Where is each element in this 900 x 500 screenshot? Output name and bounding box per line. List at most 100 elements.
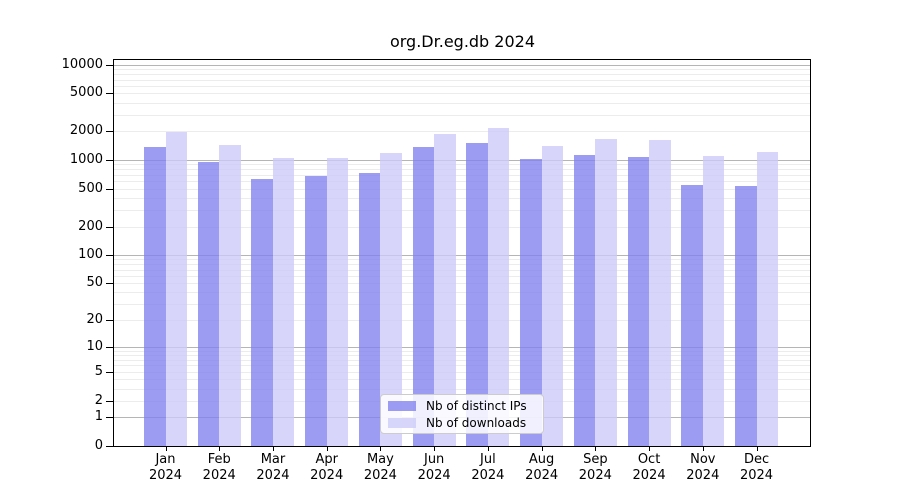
bar-downloads [326,158,349,446]
legend-item-downloads: Nb of downloads [388,414,538,431]
x-label-month: May [366,452,394,467]
y-axis-tick-label: 0 [94,438,103,453]
x-label-month: Feb [207,452,231,467]
y-axis-tick-label: 2000 [69,123,103,139]
x-axis-tick [272,446,274,451]
bar-downloads [165,131,187,446]
gridline-minor [114,379,811,381]
gridline-minor [114,292,811,294]
bar-downloads [380,152,402,446]
x-axis-tick-label: Aug 2024 [510,452,574,484]
gridline-minor [114,131,811,133]
gridline-minor [114,69,811,71]
x-axis-tick-label: Jul 2024 [456,452,520,484]
gridline-minor [114,85,811,87]
x-axis-tick-label: Feb 2024 [187,452,251,484]
x-axis-tick [165,446,167,451]
legend: Nb of distinct IPs Nb of downloads [380,394,544,434]
x-label-month: Mar [260,452,286,467]
y-axis-tick-label: 2 [94,392,103,408]
y-axis-tick-label: 100 [78,246,103,262]
bar-distinct-ips [412,147,435,446]
x-axis-tick-label: Apr 2024 [295,452,359,484]
gridline-major [114,254,811,256]
gridline-minor [114,303,811,305]
y-axis-tick-label: 20 [86,311,103,327]
gridline-minor [114,275,811,277]
x-axis-tick [541,446,543,451]
gridline-minor [114,283,811,285]
bar-distinct-ips [197,161,220,446]
bar-downloads [756,151,779,446]
y-axis-tick [106,188,113,190]
gridline-minor [114,74,811,76]
y-axis-tick [106,160,113,162]
y-axis-tick [106,283,113,285]
legend-label-downloads: Nb of downloads [426,415,527,430]
x-label-month: Nov [690,452,716,467]
bar-distinct-ips [735,185,757,446]
x-label-year: 2024 [525,468,559,483]
bar-downloads [702,156,725,446]
x-axis-tick-label: Sep 2024 [563,452,627,484]
bar-distinct-ips [144,147,166,446]
x-label-year: 2024 [578,468,612,483]
x-label-year: 2024 [148,468,183,483]
x-label-year: 2024 [632,468,666,483]
y-axis-tick [106,319,113,321]
gridline-minor [114,226,811,228]
gridline-minor [114,188,811,190]
x-axis-tick [219,446,221,451]
bar-downloads [541,146,564,446]
y-axis-tick [106,226,113,228]
gridline-minor [114,269,811,271]
y-axis-tick-label: 10000 [61,56,103,72]
gridline-minor [114,169,811,171]
x-axis-tick-label: Jun 2024 [402,452,466,484]
gridline-minor [114,174,811,176]
gridline-minor [114,114,811,116]
gridline-minor [114,371,811,373]
x-axis-tick-label: Dec 2024 [725,452,789,484]
x-label-month: Aug [528,452,555,467]
x-axis-tick [434,446,436,451]
x-label-month: Jul [480,452,496,467]
bar-downloads [434,133,456,446]
x-label-year: 2024 [739,468,774,483]
bar-downloads [219,144,241,446]
x-label-year: 2024 [363,468,397,483]
y-axis-tick [106,417,113,419]
bar-downloads [487,128,510,446]
x-label-year: 2024 [471,468,505,483]
gridline-minor [114,79,811,81]
bar-downloads [272,158,295,446]
x-axis-tick-label: Nov 2024 [671,452,735,484]
x-axis-tick-label: Mar 2024 [241,452,305,484]
gridline-minor [114,359,811,361]
chart-title: org.Dr.eg.db 2024 [389,32,536,51]
gridline-minor [114,355,811,357]
gridline-minor [114,350,811,352]
legend-swatch-distinct-ips [388,400,416,411]
x-label-month: Jun [423,452,445,467]
x-label-month: Apr [315,452,338,467]
x-axis-tick [649,446,651,451]
bar-downloads [595,139,617,446]
x-label-year: 2024 [256,468,290,483]
bar-distinct-ips [305,176,327,446]
bar-distinct-ips [251,179,273,446]
gridline-major [114,160,811,162]
legend-item-distinct-ips: Nb of distinct IPs [388,397,538,414]
y-axis-tick-label: 50 [86,275,103,291]
y-axis-tick [106,93,113,95]
x-axis-tick [595,446,597,451]
x-label-year: 2024 [202,468,236,483]
y-axis-tick [106,64,113,66]
bar-distinct-ips [358,172,381,446]
y-axis-tick [106,131,113,133]
x-label-month: Oct [637,452,661,467]
gridline-minor [114,164,811,166]
bar-distinct-ips [573,155,596,446]
y-axis-tick-label: 5000 [69,85,103,101]
x-axis-tick-label: Jan 2024 [134,452,198,484]
